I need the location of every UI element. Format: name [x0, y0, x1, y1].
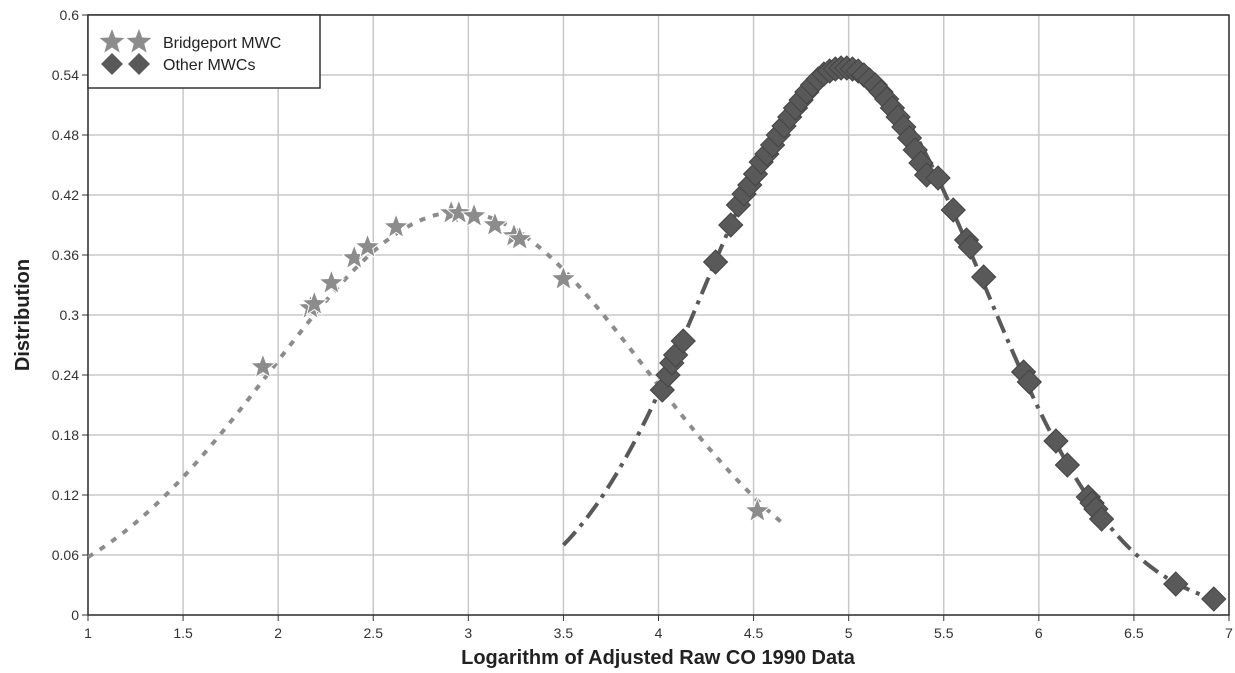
star-icon	[99, 29, 125, 53]
bridgeport-data-point	[317, 268, 346, 295]
legend-label-other: Other MWCs	[163, 57, 255, 74]
bridgeport-data-point	[382, 212, 410, 239]
y-tick-label: 0.6	[60, 7, 80, 23]
y-tick-label: 0.3	[60, 307, 80, 323]
legend-box	[87, 14, 321, 89]
bridgeport-data-point	[460, 201, 488, 228]
other-mwc-data-point	[1054, 452, 1081, 478]
other-mwc-data-point	[702, 249, 729, 275]
bridgeport-data-point	[445, 198, 473, 225]
other-mwc-data-point	[1016, 369, 1043, 395]
other-mwc-data-point	[957, 234, 984, 260]
x-tick-label: 3.5	[554, 625, 574, 641]
diamond-icon	[101, 53, 150, 75]
star-icon	[126, 29, 152, 53]
other-mwc-data-point	[970, 264, 997, 290]
legend: Bridgeport MWC Other MWCs	[87, 14, 321, 89]
legend-label-bridgeport: Bridgeport MWC	[163, 35, 281, 52]
y-tick-label: 0.42	[52, 187, 79, 203]
x-axis-title: Logarithm of Adjusted Raw CO 1990 Data	[461, 647, 856, 669]
bridgeport-data-point	[353, 232, 382, 259]
legend-item-other: Other MWCs	[101, 53, 255, 75]
x-tick-label: 6.5	[1124, 625, 1144, 641]
bridgeport-data-point	[549, 264, 578, 291]
y-tick-label: 0.06	[52, 547, 79, 563]
other-mwc-data-point	[925, 165, 951, 191]
other-mwc-data-point	[718, 212, 744, 238]
y-tick-label: 0.48	[52, 127, 79, 143]
x-tick-label: 3	[464, 625, 472, 641]
bridgeport-data-point	[505, 224, 534, 251]
other-mwc-data-point	[1163, 571, 1189, 597]
bridgeport-data-point	[249, 352, 277, 379]
star-icon	[99, 29, 152, 53]
other-mwc-data-point	[1043, 428, 1069, 454]
y-tick-label: 0.36	[52, 247, 79, 263]
x-tick-label: 1	[84, 625, 92, 641]
y-tick-label: 0	[71, 607, 79, 623]
y-tick-label: 0.54	[52, 67, 79, 83]
x-tick-label: 4.5	[744, 625, 764, 641]
y-axis-title: Distribution	[12, 259, 34, 371]
bridgeport-data-point	[481, 210, 509, 237]
x-tick-label: 5.5	[934, 625, 954, 641]
y-tick-label: 0.24	[52, 367, 79, 383]
data-points	[249, 55, 1227, 612]
x-tick-label: 2	[274, 625, 282, 641]
x-tick-label: 6	[1035, 625, 1043, 641]
x-tick-label: 1.5	[173, 625, 193, 641]
other-mwc-data-point	[1088, 506, 1115, 532]
other-mwc-data-point	[670, 328, 696, 354]
x-tick-label: 2.5	[364, 625, 384, 641]
x-tick-label: 4	[655, 625, 663, 641]
bridgeport-data-point	[743, 496, 772, 523]
y-tick-label: 0.12	[52, 487, 79, 503]
y-tick-label: 0.18	[52, 427, 79, 443]
diamond-icon	[128, 53, 150, 75]
bridgeport-data-point	[300, 289, 329, 316]
diamond-icon	[101, 53, 123, 75]
x-tick-label: 7	[1225, 625, 1233, 641]
other-mwc-data-point	[940, 197, 966, 223]
axis-ticks: 1 1.5 2 2.5 3 3.5 4 4.5 5 5.5 6 6.5 7 0 0.06 0.12 0.18 0.…	[52, 7, 1233, 641]
other-mwc-data-point	[1201, 586, 1227, 612]
x-tick-label: 5	[845, 625, 853, 641]
legend-item-bridgeport: Bridgeport MWC	[99, 29, 281, 53]
